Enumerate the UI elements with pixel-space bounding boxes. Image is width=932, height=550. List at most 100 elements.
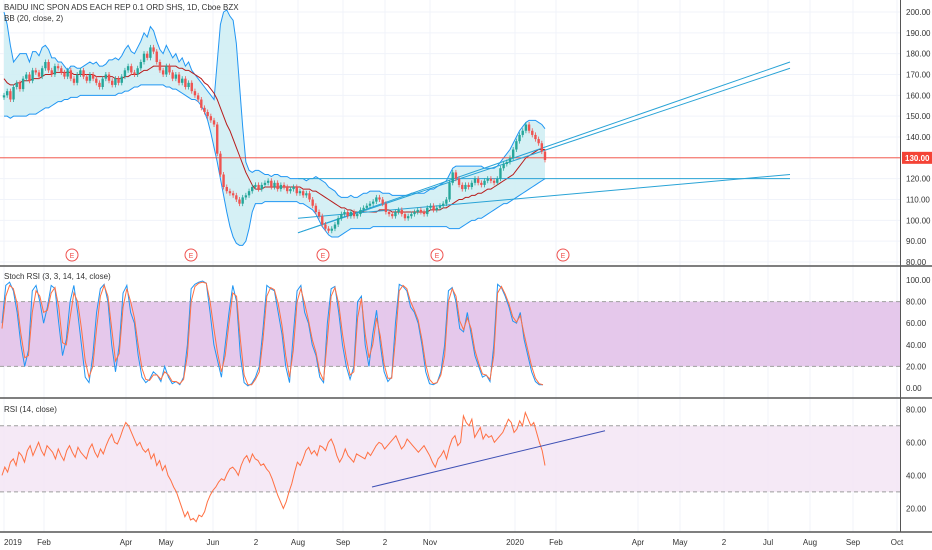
candle-body bbox=[187, 82, 190, 87]
candle-body bbox=[289, 189, 292, 192]
price-axis-label: 120.00 bbox=[906, 175, 931, 184]
earnings-label: E bbox=[435, 253, 440, 260]
candle-body bbox=[381, 199, 384, 204]
candle-body bbox=[518, 134, 521, 142]
candle-body bbox=[69, 70, 73, 79]
rsi-line bbox=[1, 410, 546, 523]
candle-body bbox=[40, 68, 44, 77]
price-axis-label: 170.00 bbox=[906, 71, 931, 80]
candle-body bbox=[171, 72, 174, 79]
candle-body bbox=[146, 53, 149, 58]
candle-body bbox=[416, 209, 419, 212]
bb-fill bbox=[4, 9, 545, 246]
candle-body bbox=[235, 195, 238, 200]
stoch-axis-label: 100.00 bbox=[906, 276, 931, 285]
candle-body bbox=[359, 209, 362, 215]
candle-body bbox=[231, 193, 235, 196]
candle-body bbox=[149, 47, 152, 58]
candle-body bbox=[34, 70, 38, 73]
candle-body bbox=[12, 87, 15, 100]
x-axis-label: Apr bbox=[632, 538, 645, 547]
candle-body bbox=[413, 212, 416, 215]
candle-body bbox=[203, 107, 206, 112]
candle-body bbox=[295, 187, 298, 194]
candle-body bbox=[365, 205, 368, 208]
candles bbox=[2, 44, 547, 234]
price-axis-label: 110.00 bbox=[906, 196, 930, 205]
candle-body bbox=[47, 62, 50, 71]
earnings-label: E bbox=[189, 253, 194, 260]
candle-body bbox=[435, 207, 438, 210]
candle-body bbox=[75, 74, 79, 83]
candle-body bbox=[270, 180, 273, 187]
stoch-axis-label: 40.00 bbox=[906, 341, 927, 350]
candle-body bbox=[209, 116, 213, 121]
candle-body bbox=[136, 68, 139, 75]
trend-line-2 bbox=[297, 174, 791, 219]
candle-body bbox=[438, 205, 442, 208]
stoch-d-line bbox=[1, 281, 544, 386]
candle-body bbox=[308, 193, 311, 200]
candle-body bbox=[279, 184, 283, 190]
candle-body bbox=[330, 228, 333, 231]
stoch-band bbox=[0, 301, 900, 367]
candle-body bbox=[375, 197, 378, 202]
candle-body bbox=[257, 184, 260, 190]
candle-body bbox=[324, 224, 327, 229]
candle-body bbox=[82, 70, 85, 77]
candle-body bbox=[461, 184, 464, 190]
candle-body bbox=[489, 178, 493, 181]
candle-body bbox=[251, 187, 254, 192]
candle-body bbox=[397, 209, 400, 212]
candle-body bbox=[400, 209, 403, 215]
candle-body bbox=[9, 91, 12, 100]
earnings-marker bbox=[430, 248, 444, 262]
candle-body bbox=[79, 70, 82, 75]
candle-body bbox=[426, 207, 429, 215]
candle-body bbox=[21, 78, 25, 90]
candle-body bbox=[483, 180, 486, 185]
candle-body bbox=[2, 95, 6, 98]
candle-body bbox=[486, 178, 489, 181]
candle-body bbox=[531, 130, 534, 135]
candle-body bbox=[394, 212, 397, 217]
price-axis-label: 80.00 bbox=[906, 258, 927, 267]
rsi-axis-label: 40.00 bbox=[906, 471, 927, 480]
candle-body bbox=[165, 66, 168, 75]
candle-body bbox=[200, 99, 203, 108]
candle-body bbox=[219, 153, 222, 175]
candle-body bbox=[120, 76, 123, 83]
candle-body bbox=[432, 205, 435, 210]
candle-body bbox=[524, 124, 528, 131]
candle-body bbox=[174, 74, 178, 79]
candle-body bbox=[537, 139, 540, 144]
rsi-axis-label: 60.00 bbox=[906, 438, 927, 447]
x-axis-label: Feb bbox=[549, 538, 563, 547]
candle-body bbox=[515, 141, 518, 150]
price-axis-label: 160.00 bbox=[906, 91, 931, 100]
candle-body bbox=[228, 191, 232, 194]
candle-body bbox=[263, 182, 267, 185]
candle-body bbox=[356, 214, 359, 217]
x-axis-label: Jun bbox=[207, 538, 220, 547]
candle-body bbox=[31, 70, 34, 81]
candle-body bbox=[457, 178, 461, 185]
earnings-label: E bbox=[561, 253, 566, 260]
candle-body bbox=[241, 197, 244, 204]
candle-body bbox=[527, 124, 531, 131]
candle-body bbox=[311, 199, 314, 206]
rsi-band bbox=[0, 425, 900, 492]
candle-body bbox=[451, 172, 454, 183]
candle-body bbox=[343, 212, 346, 215]
x-axis-label: Oct bbox=[891, 538, 904, 547]
rsi-title-text: RSI (14, close) bbox=[4, 405, 57, 414]
candle-body bbox=[499, 168, 502, 179]
candle-body bbox=[101, 78, 104, 87]
x-axis-label: 2 bbox=[383, 538, 388, 547]
candle-body bbox=[362, 207, 365, 210]
candle-body bbox=[247, 191, 251, 196]
x-axis-label: 2 bbox=[254, 538, 259, 547]
candle-body bbox=[28, 74, 31, 81]
price-axis-label: 140.00 bbox=[906, 133, 931, 142]
